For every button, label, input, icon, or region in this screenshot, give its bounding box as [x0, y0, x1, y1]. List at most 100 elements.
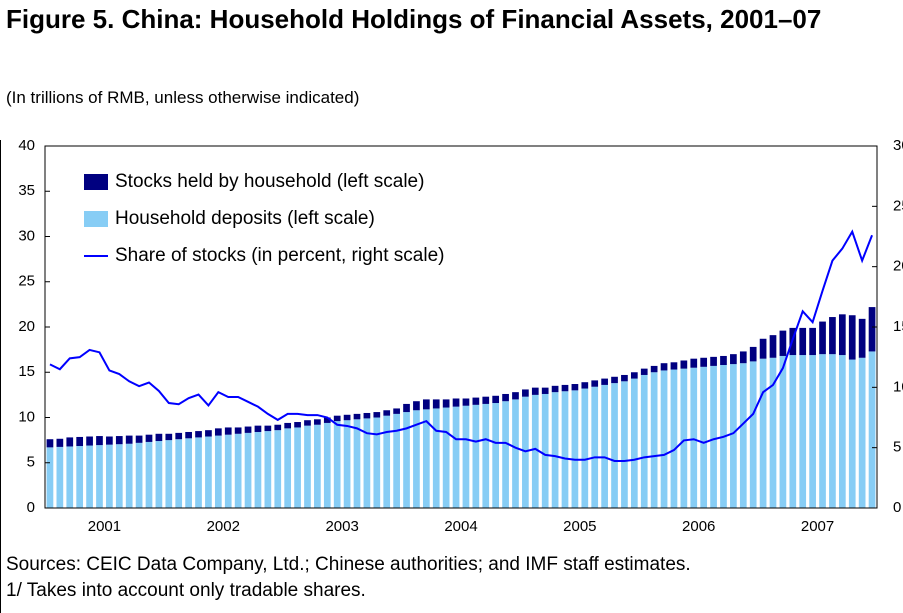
bar: [640, 374, 648, 508]
bar: [106, 444, 113, 508]
bar: [819, 321, 826, 355]
bar: [413, 410, 420, 508]
bar: [492, 403, 500, 508]
y2-tick-label: 0: [893, 499, 901, 516]
y2-tick-label: 15: [893, 318, 903, 335]
x-tick-label: 2007: [801, 518, 834, 535]
bar: [601, 384, 608, 508]
bar: [165, 433, 173, 441]
bar: [472, 404, 480, 508]
bar: [244, 432, 252, 508]
bar: [710, 365, 717, 508]
bar: [551, 385, 559, 393]
bar: [333, 415, 341, 422]
bar: [294, 422, 301, 428]
bar: [809, 327, 816, 356]
bar: [86, 445, 93, 508]
bar: [581, 388, 589, 508]
bar: [234, 433, 242, 508]
bar: [680, 368, 688, 508]
bar: [254, 431, 262, 508]
bar: [769, 357, 777, 508]
bar: [155, 441, 163, 508]
y-tick-label: 10: [18, 408, 35, 425]
bar: [710, 356, 717, 366]
bar: [571, 384, 579, 391]
bar: [799, 355, 807, 508]
y-tick-label: 20: [18, 318, 35, 335]
bar: [165, 440, 173, 508]
x-tick-label: 2002: [207, 518, 240, 535]
line-series: [49, 229, 873, 462]
bar: [452, 398, 460, 407]
bar: [611, 376, 618, 384]
bar: [512, 399, 519, 508]
bar: [730, 354, 737, 365]
y2-tick-label: 25: [893, 197, 903, 214]
bar: [601, 378, 608, 385]
source-note: Sources: CEIC Data Company, Ltd.; Chines…: [6, 554, 691, 575]
bar: [759, 358, 767, 508]
bar: [749, 361, 757, 508]
bar: [432, 399, 440, 409]
bar: [314, 424, 321, 508]
bar: [294, 427, 301, 508]
bar: [353, 419, 361, 508]
bar: [413, 401, 420, 411]
bar: [274, 424, 282, 431]
bar: [373, 417, 381, 508]
bar: [531, 394, 539, 508]
bar: [185, 431, 192, 439]
y-tick-label: 25: [18, 273, 35, 290]
bar: [858, 357, 866, 508]
bar: [502, 401, 509, 508]
bar: [363, 418, 371, 508]
bar: [829, 317, 836, 355]
frame-border: [0, 140, 1, 613]
bar: [799, 327, 807, 356]
bar: [482, 403, 490, 508]
y-tick-label: 15: [18, 363, 35, 380]
bar: [244, 426, 252, 433]
bar: [304, 425, 311, 508]
bar: [76, 446, 84, 508]
bar: [46, 439, 54, 448]
x-tick-label: 2004: [444, 518, 477, 535]
bar: [512, 392, 519, 400]
bar: [86, 436, 93, 446]
bar: [432, 408, 440, 508]
bar: [373, 412, 381, 418]
bar: [779, 355, 787, 508]
bar: [264, 425, 272, 432]
bar: [829, 354, 836, 508]
bar: [492, 395, 500, 404]
bar: [819, 354, 826, 508]
bar: [96, 445, 103, 508]
x-tick-label: 2005: [563, 518, 596, 535]
bar: [254, 425, 262, 432]
bar: [185, 438, 192, 508]
bar: [868, 307, 876, 352]
bar: [561, 384, 569, 392]
bar: [66, 446, 74, 508]
bar: [46, 447, 54, 508]
bar: [522, 396, 529, 508]
bar: [541, 393, 549, 508]
bar: [640, 368, 648, 375]
bar: [363, 412, 371, 419]
bar: [809, 355, 816, 508]
bar: [868, 351, 876, 508]
bar: [343, 414, 351, 421]
bar: [422, 399, 430, 410]
bar: [522, 389, 529, 397]
bar: [323, 417, 331, 423]
bar: [462, 405, 470, 508]
bar: [541, 387, 549, 394]
bar: [720, 355, 727, 366]
bar: [730, 364, 737, 508]
chart-subtitle: (In trillions of RMB, unless otherwise i…: [6, 88, 360, 107]
bar: [789, 355, 797, 508]
bar: [284, 422, 292, 429]
bar: [502, 393, 509, 402]
x-tick-label: 2006: [682, 518, 715, 535]
